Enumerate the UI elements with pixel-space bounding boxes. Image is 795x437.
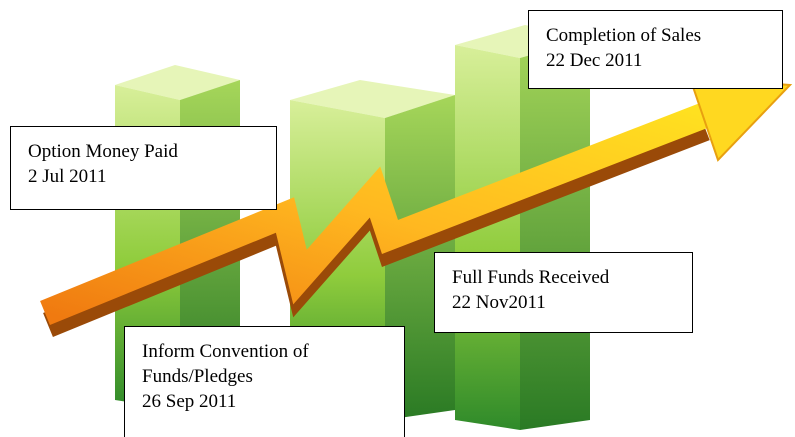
milestone-text: Option Money Paid	[28, 141, 178, 162]
milestone-date: 2 Jul 2011	[28, 166, 107, 187]
milestone-box: Inform Convention of Funds/Pledges 26 Se…	[124, 326, 405, 437]
milestone-text: Completion of Sales	[546, 25, 702, 46]
arrow-head	[688, 76, 793, 162]
arrow	[40, 76, 793, 338]
milestone-date: 26 Sep 2011	[142, 391, 237, 412]
bar-front	[455, 45, 520, 430]
bar-top	[290, 80, 455, 118]
milestone-box: Full Funds Received 22 Nov2011	[434, 252, 693, 333]
milestone-text: Full Funds Received	[452, 267, 610, 288]
milestone-text: Inform Convention of	[142, 341, 309, 362]
arrow-body	[40, 102, 710, 326]
milestone-box: Completion of Sales 22 Dec 2011	[528, 10, 783, 89]
milestone-text: Funds/Pledges	[142, 366, 253, 387]
bar-top	[115, 65, 240, 100]
milestone-date: 22 Dec 2011	[546, 50, 643, 71]
bar-side	[520, 38, 590, 430]
milestone-date: 22 Nov2011	[452, 292, 546, 313]
milestone-box: Option Money Paid 2 Jul 2011	[10, 126, 277, 210]
